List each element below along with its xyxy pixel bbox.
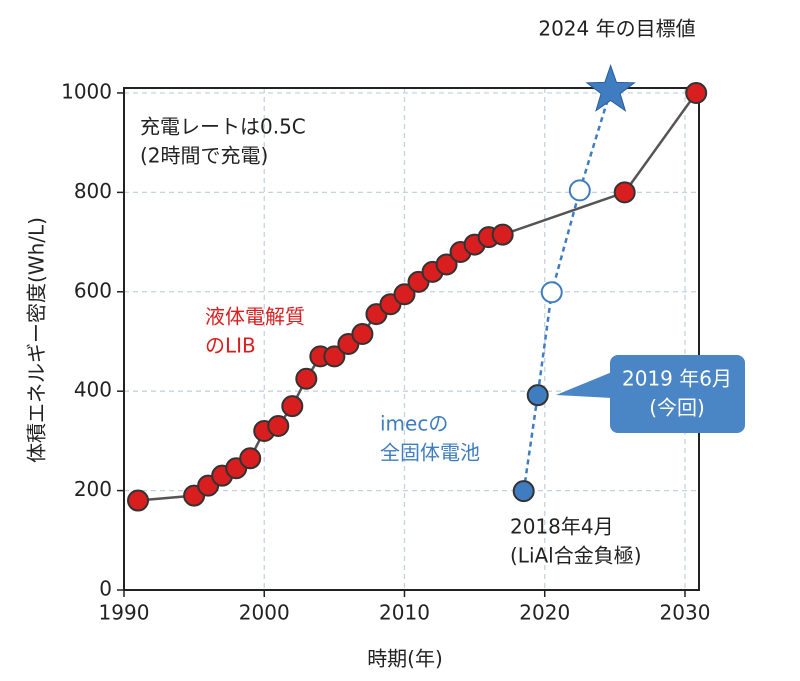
callout-box — [610, 355, 745, 433]
target-star — [585, 63, 636, 112]
annotation: 液体電解質 — [205, 305, 305, 329]
y-axis-title: 体積エネルギー密度(Wh/L) — [25, 217, 49, 463]
marker — [323, 345, 346, 368]
marker — [512, 480, 535, 503]
marker — [281, 395, 304, 418]
marker — [491, 223, 514, 246]
marker — [613, 181, 636, 204]
x-axis-title: 時期(年) — [367, 647, 443, 671]
x-tick-label: 2030 — [660, 601, 711, 625]
annotation: (2時間で充電) — [140, 144, 268, 168]
y-tick-label: 200 — [74, 477, 112, 501]
y-tick-label: 0 — [99, 577, 112, 601]
x-tick-label: 1990 — [99, 601, 150, 625]
plot-frame — [123, 87, 700, 591]
marker — [568, 179, 591, 202]
marker — [127, 489, 150, 512]
callout-pointer — [556, 372, 612, 398]
marker — [351, 323, 374, 346]
marker — [526, 384, 549, 407]
y-tick-label: 600 — [74, 278, 112, 302]
annotation: (LiAl合金負極) — [510, 544, 642, 568]
marker — [295, 367, 318, 390]
annotation: 充電レートは0.5C — [140, 115, 306, 139]
marker — [239, 447, 262, 470]
marker — [540, 281, 563, 304]
annotation: imecの — [380, 412, 448, 436]
x-tick-label: 2000 — [239, 601, 290, 625]
annotation: のLIB — [205, 334, 256, 358]
annotation: 2019 年6月 — [622, 367, 732, 391]
annotation: 2024 年の目標値 — [538, 17, 695, 41]
annotation: (今回) — [649, 396, 705, 420]
series-line — [522, 90, 612, 492]
marker — [267, 414, 290, 437]
y-tick-label: 1000 — [61, 79, 112, 103]
marker — [685, 81, 708, 104]
annotation: 全固体電池 — [380, 441, 480, 465]
y-tick-label: 400 — [74, 378, 112, 402]
x-tick-label: 2020 — [519, 601, 570, 625]
x-tick-label: 2010 — [379, 601, 430, 625]
marker — [393, 283, 416, 306]
marker — [435, 253, 458, 276]
y-tick-label: 800 — [74, 179, 112, 203]
annotation: 2018年4月 — [510, 515, 614, 539]
